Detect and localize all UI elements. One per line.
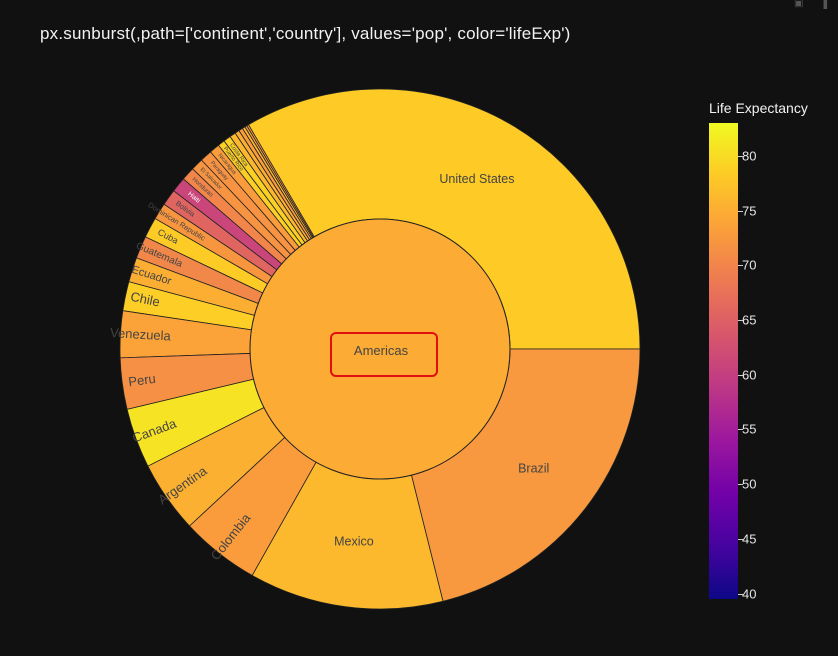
bar-chart-icon[interactable]: ▐ <box>820 0 828 9</box>
colorbar-gradient <box>709 123 738 599</box>
colorbar-tick-label: 60 <box>742 367 757 383</box>
colorbar-tick-mark <box>738 593 743 595</box>
inner-ring <box>249 218 511 480</box>
colorbar-tick-label: 50 <box>742 476 757 492</box>
sector-americas[interactable] <box>249 218 511 480</box>
sector-label-united-states: United States <box>439 172 514 186</box>
colorbar-tick-mark <box>738 374 743 376</box>
outer-ring <box>119 88 641 610</box>
sector-label-chile: Chile <box>129 289 161 310</box>
colorbar-tick-label: 75 <box>742 203 757 219</box>
colorbar-tick-mark <box>738 265 743 267</box>
colorbar-title: Life Expectancy <box>709 100 808 116</box>
sector-label-peru: Peru <box>127 371 156 390</box>
highlight-box <box>330 332 438 377</box>
colorbar-tick-label: 65 <box>742 312 757 328</box>
colorbar-tick-mark <box>738 429 743 431</box>
colorbar-tick-label: 40 <box>742 586 757 602</box>
sector-label-brazil: Brazil <box>518 461 549 475</box>
colorbar-tick-mark <box>738 484 743 486</box>
colorbar-tick-label: 45 <box>742 531 757 547</box>
chart-title: px.sunburst(,path=['continent','country'… <box>40 24 571 43</box>
modebar: ▣ ▐ <box>772 0 832 10</box>
colorbar-tick-label: 55 <box>742 421 757 437</box>
camera-icon[interactable]: ▣ <box>794 0 804 9</box>
colorbar-tick-mark <box>738 538 743 540</box>
colorbar-tick-label: 80 <box>742 148 757 164</box>
sector-label-americas: Americas <box>354 343 409 358</box>
colorbar-tick-mark <box>738 319 743 321</box>
colorbar-tick-mark <box>738 210 743 212</box>
sector-label-mexico: Mexico <box>334 535 374 549</box>
sector-label-venezuela: Venezuela <box>110 325 172 343</box>
colorbar-tick-label: 70 <box>742 257 757 273</box>
colorbar-tick-mark <box>738 155 743 157</box>
